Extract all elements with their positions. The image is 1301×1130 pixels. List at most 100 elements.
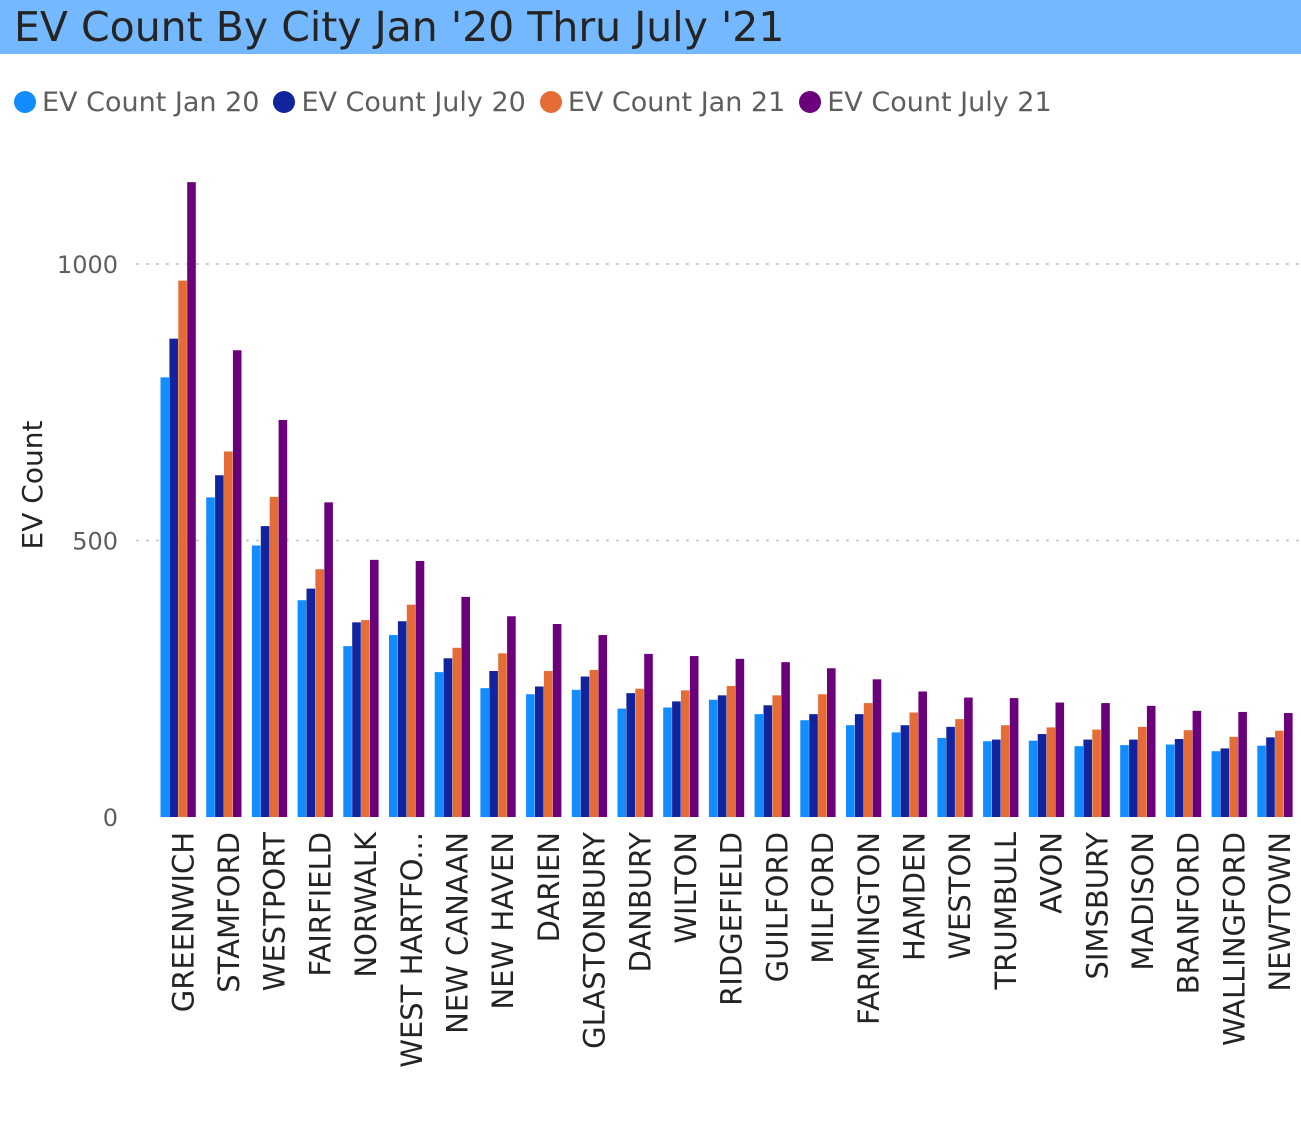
bar-1-4 <box>343 646 352 817</box>
title-bar: EV Count By City Jan '20 Thru July '21 <box>0 0 1301 54</box>
bar-3-3 <box>315 569 324 817</box>
y-tick-label: 500 <box>72 528 118 556</box>
bar-4-16 <box>918 691 927 817</box>
bar-4-20 <box>1101 703 1110 817</box>
bar-3-22 <box>1183 730 1193 817</box>
bar-3-13 <box>772 695 781 817</box>
bar-4-5 <box>415 560 425 817</box>
bar-4-19 <box>1055 702 1065 817</box>
bar-1-10 <box>617 708 627 817</box>
bar-2-3 <box>306 588 316 817</box>
legend-item-july-20[interactable]: EV Count July 20 <box>273 86 526 118</box>
legend-item-july-21[interactable]: EV Count July 21 <box>799 86 1052 118</box>
y-tick-label: 1000 <box>57 251 118 279</box>
bar-4-23 <box>1238 711 1247 817</box>
bar-1-7 <box>480 688 489 817</box>
x-tick-label: FARMINGTON <box>852 832 886 1025</box>
x-tick-label: WEST HARTFO... <box>395 832 429 1068</box>
legend-dot-july-21 <box>799 91 822 113</box>
x-tick-label: NEW HAVEN <box>486 832 520 1010</box>
bar-4-14 <box>827 668 836 817</box>
x-tick-label: WESTPORT <box>258 832 292 991</box>
bar-3-7 <box>498 653 507 817</box>
x-tick-label: MILFORD <box>806 832 840 964</box>
bar-1-6 <box>434 672 444 817</box>
bar-2-9 <box>580 676 590 817</box>
legend-item-jan-21[interactable]: EV Count Jan 21 <box>539 87 785 118</box>
bar-1-21 <box>1120 745 1129 817</box>
x-tick-label: NORWALK <box>349 831 383 978</box>
bar-4-15 <box>872 679 882 817</box>
bar-2-21 <box>1129 739 1138 817</box>
bar-1-1 <box>206 497 215 817</box>
bar-4-4 <box>370 559 379 817</box>
bar-4-24 <box>1284 713 1293 817</box>
x-tick-label: RIDGEFIELD <box>715 832 749 1006</box>
bar-4-17 <box>964 697 973 817</box>
bar-3-5 <box>406 604 416 817</box>
bar-4-22 <box>1192 710 1202 817</box>
bar-2-14 <box>809 714 818 817</box>
bar-1-3 <box>297 600 307 817</box>
bar-2-13 <box>763 705 773 817</box>
bar-3-16 <box>909 712 919 817</box>
bar-2-1 <box>215 475 224 817</box>
legend-label-july-21: EV Count July 21 <box>827 86 1052 118</box>
y-tick-label: 0 <box>103 804 118 832</box>
bar-2-19 <box>1037 734 1047 817</box>
bar-2-12 <box>717 695 727 817</box>
legend-label-july-20: EV Count July 20 <box>301 86 526 118</box>
x-tick-label: NEWTOWN <box>1263 832 1297 992</box>
bar-3-0 <box>178 280 187 818</box>
bar-4-3 <box>324 502 333 817</box>
bar-1-13 <box>754 714 764 817</box>
bar-3-10 <box>635 688 644 817</box>
bar-1-22 <box>1165 744 1175 817</box>
bar-2-18 <box>992 739 1001 817</box>
bar-2-7 <box>489 671 498 817</box>
bar-2-22 <box>1174 739 1184 817</box>
x-tick-label: WALLINGFORD <box>1217 832 1251 1046</box>
bar-4-6 <box>461 596 470 817</box>
x-tick-label: TRUMBULL <box>989 832 1023 991</box>
bar-4-1 <box>232 350 242 817</box>
bar-1-14 <box>800 720 809 817</box>
bar-1-9 <box>571 689 581 817</box>
bar-2-23 <box>1220 748 1230 817</box>
bar-1-18 <box>983 741 992 817</box>
bar-2-20 <box>1083 739 1092 817</box>
x-tick-label: GREENWICH <box>166 832 200 1012</box>
bar-3-20 <box>1092 729 1101 817</box>
bar-1-19 <box>1028 740 1038 817</box>
legend-item-jan-20[interactable]: EV Count Jan 20 <box>14 87 259 118</box>
bar-3-15 <box>863 703 873 817</box>
bar-2-0 <box>169 338 178 817</box>
bar-4-2 <box>278 419 288 817</box>
bar-1-20 <box>1074 746 1084 817</box>
x-tick-label: DANBURY <box>623 832 657 973</box>
bar-1-2 <box>251 545 261 817</box>
bar-1-5 <box>389 635 398 817</box>
bar-3-17 <box>955 719 964 817</box>
bar-3-2 <box>269 496 279 817</box>
x-tick-label: WILTON <box>669 832 703 944</box>
bar-3-24 <box>1275 730 1284 817</box>
bar-1-8 <box>526 694 535 817</box>
bar-4-10 <box>644 653 653 817</box>
x-tick-label: AVON <box>1035 832 1069 914</box>
bar-1-12 <box>708 699 718 817</box>
bar-3-18 <box>1000 725 1010 817</box>
bar-4-12 <box>735 658 745 817</box>
x-tick-label: BRANFORD <box>1172 832 1206 994</box>
x-tick-label: SIMSBURY <box>1080 832 1114 980</box>
bar-3-9 <box>589 669 599 817</box>
bar-4-8 <box>552 624 562 817</box>
bar-2-11 <box>672 701 681 817</box>
bar-1-24 <box>1257 745 1266 817</box>
legend-dot-july-20 <box>273 91 296 113</box>
bar-4-11 <box>689 656 699 817</box>
bar-2-8 <box>535 686 544 817</box>
x-tick-label: DARIEN <box>532 832 566 942</box>
x-tick-label: GLASTONBURY <box>578 832 612 1049</box>
